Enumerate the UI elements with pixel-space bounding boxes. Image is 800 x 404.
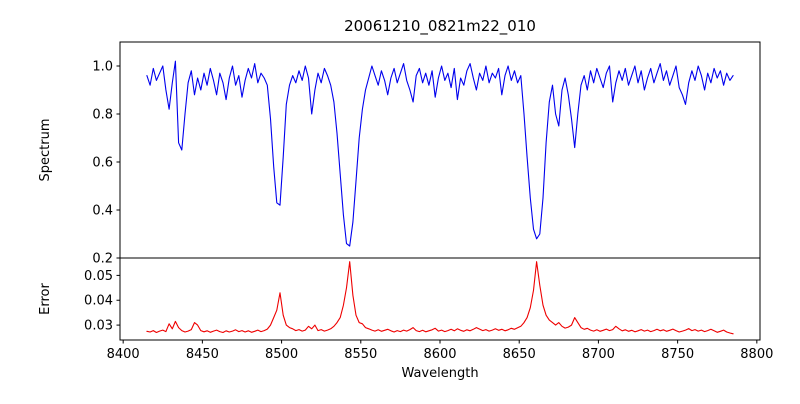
chart-title: 20061210_0821m22_010 — [344, 17, 536, 36]
axis-tick-labels: 0.2 0.4 0.6 0.8 1.0 0.03 0.04 0.05 8400 8450 8500 8… — [84, 60, 773, 363]
error-line — [146, 261, 734, 335]
x-tick-label: 8600 — [423, 347, 456, 362]
y-tick-label: 0.04 — [84, 294, 113, 309]
y-tick-label: 0.4 — [92, 204, 113, 219]
panel-frames — [119, 41, 761, 341]
spectrum-line — [146, 60, 734, 247]
y-axis-label-spectrum: Spectrum — [38, 119, 53, 182]
x-tick-label: 8750 — [661, 347, 694, 362]
x-tick-label: 8800 — [740, 347, 773, 362]
data-series — [146, 60, 734, 335]
y-tick-label: 0.03 — [84, 319, 113, 334]
x-tick-label: 8700 — [582, 347, 615, 362]
spectrum-panel-frame — [119, 41, 761, 259]
x-tick-label: 8450 — [186, 347, 219, 362]
y-tick-label: 0.6 — [92, 156, 113, 171]
error-panel-frame — [119, 257, 761, 341]
x-tick-label: 8400 — [107, 347, 140, 362]
x-tick-label: 8650 — [503, 347, 536, 362]
y-tick-label: 0.2 — [92, 252, 113, 267]
y-tick-label: 0.8 — [92, 108, 113, 123]
y-tick-label: 0.05 — [84, 269, 113, 284]
y-axis-label-error: Error — [38, 283, 53, 315]
x-tick-label: 8550 — [344, 347, 377, 362]
x-axis-label: Wavelength — [401, 366, 478, 381]
x-tick-label: 8500 — [265, 347, 298, 362]
y-tick-label: 1.0 — [92, 60, 113, 75]
axis-ticks — [116, 65, 758, 344]
